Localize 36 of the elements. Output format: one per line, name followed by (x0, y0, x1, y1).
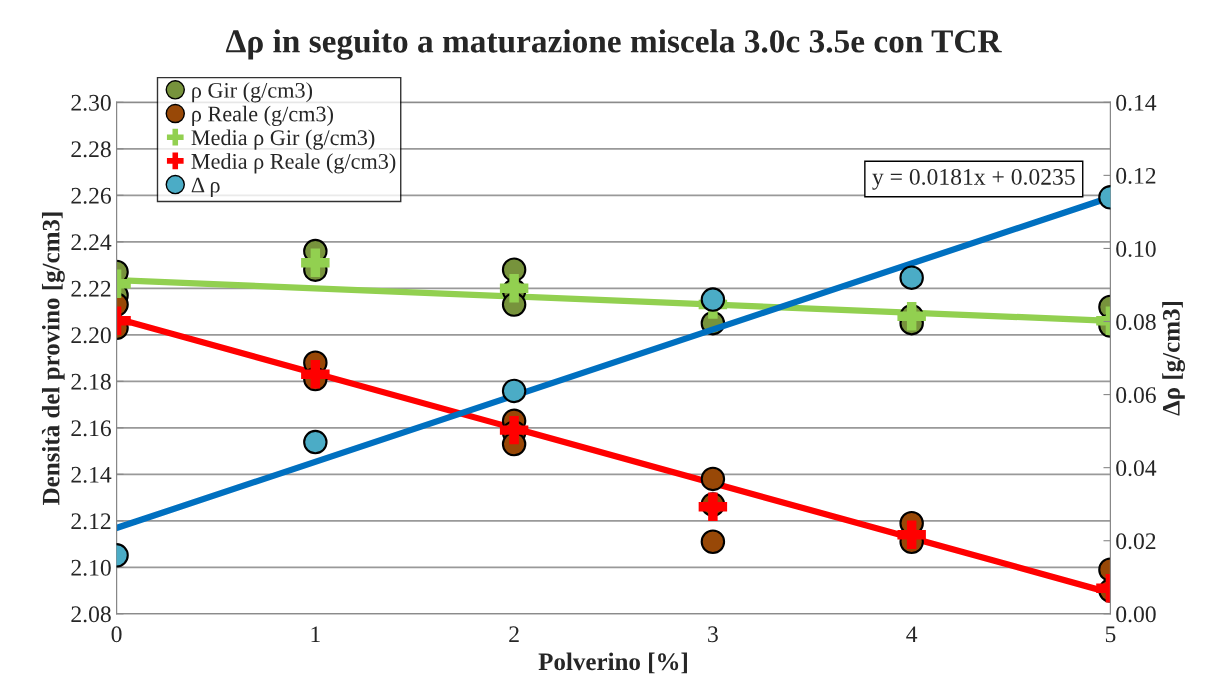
y-tick-label: 2.18 (71, 373, 111, 390)
y-tick-label: 2.24 (71, 234, 112, 251)
chart-title: Δρ in seguito a maturazione miscela 3.0c 3.5e con TCR (225, 29, 1002, 60)
y-tick-label: 2.08 (71, 606, 111, 623)
y-tick-label: 2.30 (71, 94, 111, 111)
y2-tick-label: 0.10 (1116, 240, 1156, 257)
y2-tick-label: 0.14 (1116, 94, 1157, 111)
x-tick-label: 4 (906, 626, 918, 642)
legend-label: Δ ρ (191, 177, 220, 198)
y-tick-label: 2.26 (71, 187, 111, 204)
y2-tick-label: 0.12 (1116, 167, 1156, 184)
y2-tick-label: 0.02 (1116, 533, 1156, 550)
legend-label: ρ Reale (g/cm3) (192, 105, 333, 127)
y2-tick-label: 0.06 (1116, 387, 1156, 404)
legend-label: Media ρ Gir (g/cm3) (191, 129, 375, 150)
annotation: y = 0.0181x + 0.0235 (872, 168, 1075, 190)
x-tick-label: 0 (111, 626, 122, 643)
x-tick-label: 5 (1105, 626, 1116, 643)
y-tick-label: 2.20 (71, 327, 111, 344)
x-tick-label: 2 (509, 626, 519, 642)
y-tick-label: 2.16 (71, 420, 111, 437)
y-tick-label: 2.10 (71, 559, 111, 576)
y2-tick-label: 0.04 (1116, 460, 1157, 477)
y-tick-label: 2.14 (71, 466, 112, 483)
y-tick-label: 2.28 (71, 141, 111, 158)
x-tick-label: 3 (708, 626, 718, 643)
y2-tick-label: 0.08 (1116, 314, 1156, 331)
legend-label: Media ρ Reale (g/cm3) (191, 153, 396, 174)
y2-axis-title: Δρ [g/cm3] (1162, 302, 1186, 416)
x-tick-label: 1 (311, 626, 320, 642)
y-tick-label: 2.22 (71, 280, 111, 297)
y-tick-label: 2.12 (71, 513, 111, 530)
y-axis-title: Densità del provino [g/cm3] (41, 212, 65, 505)
x-axis-title: Polverino [%] (538, 652, 687, 674)
legend-label: ρ Gir (g/cm3) (192, 82, 313, 103)
y2-tick-label: 0.00 (1116, 606, 1156, 623)
